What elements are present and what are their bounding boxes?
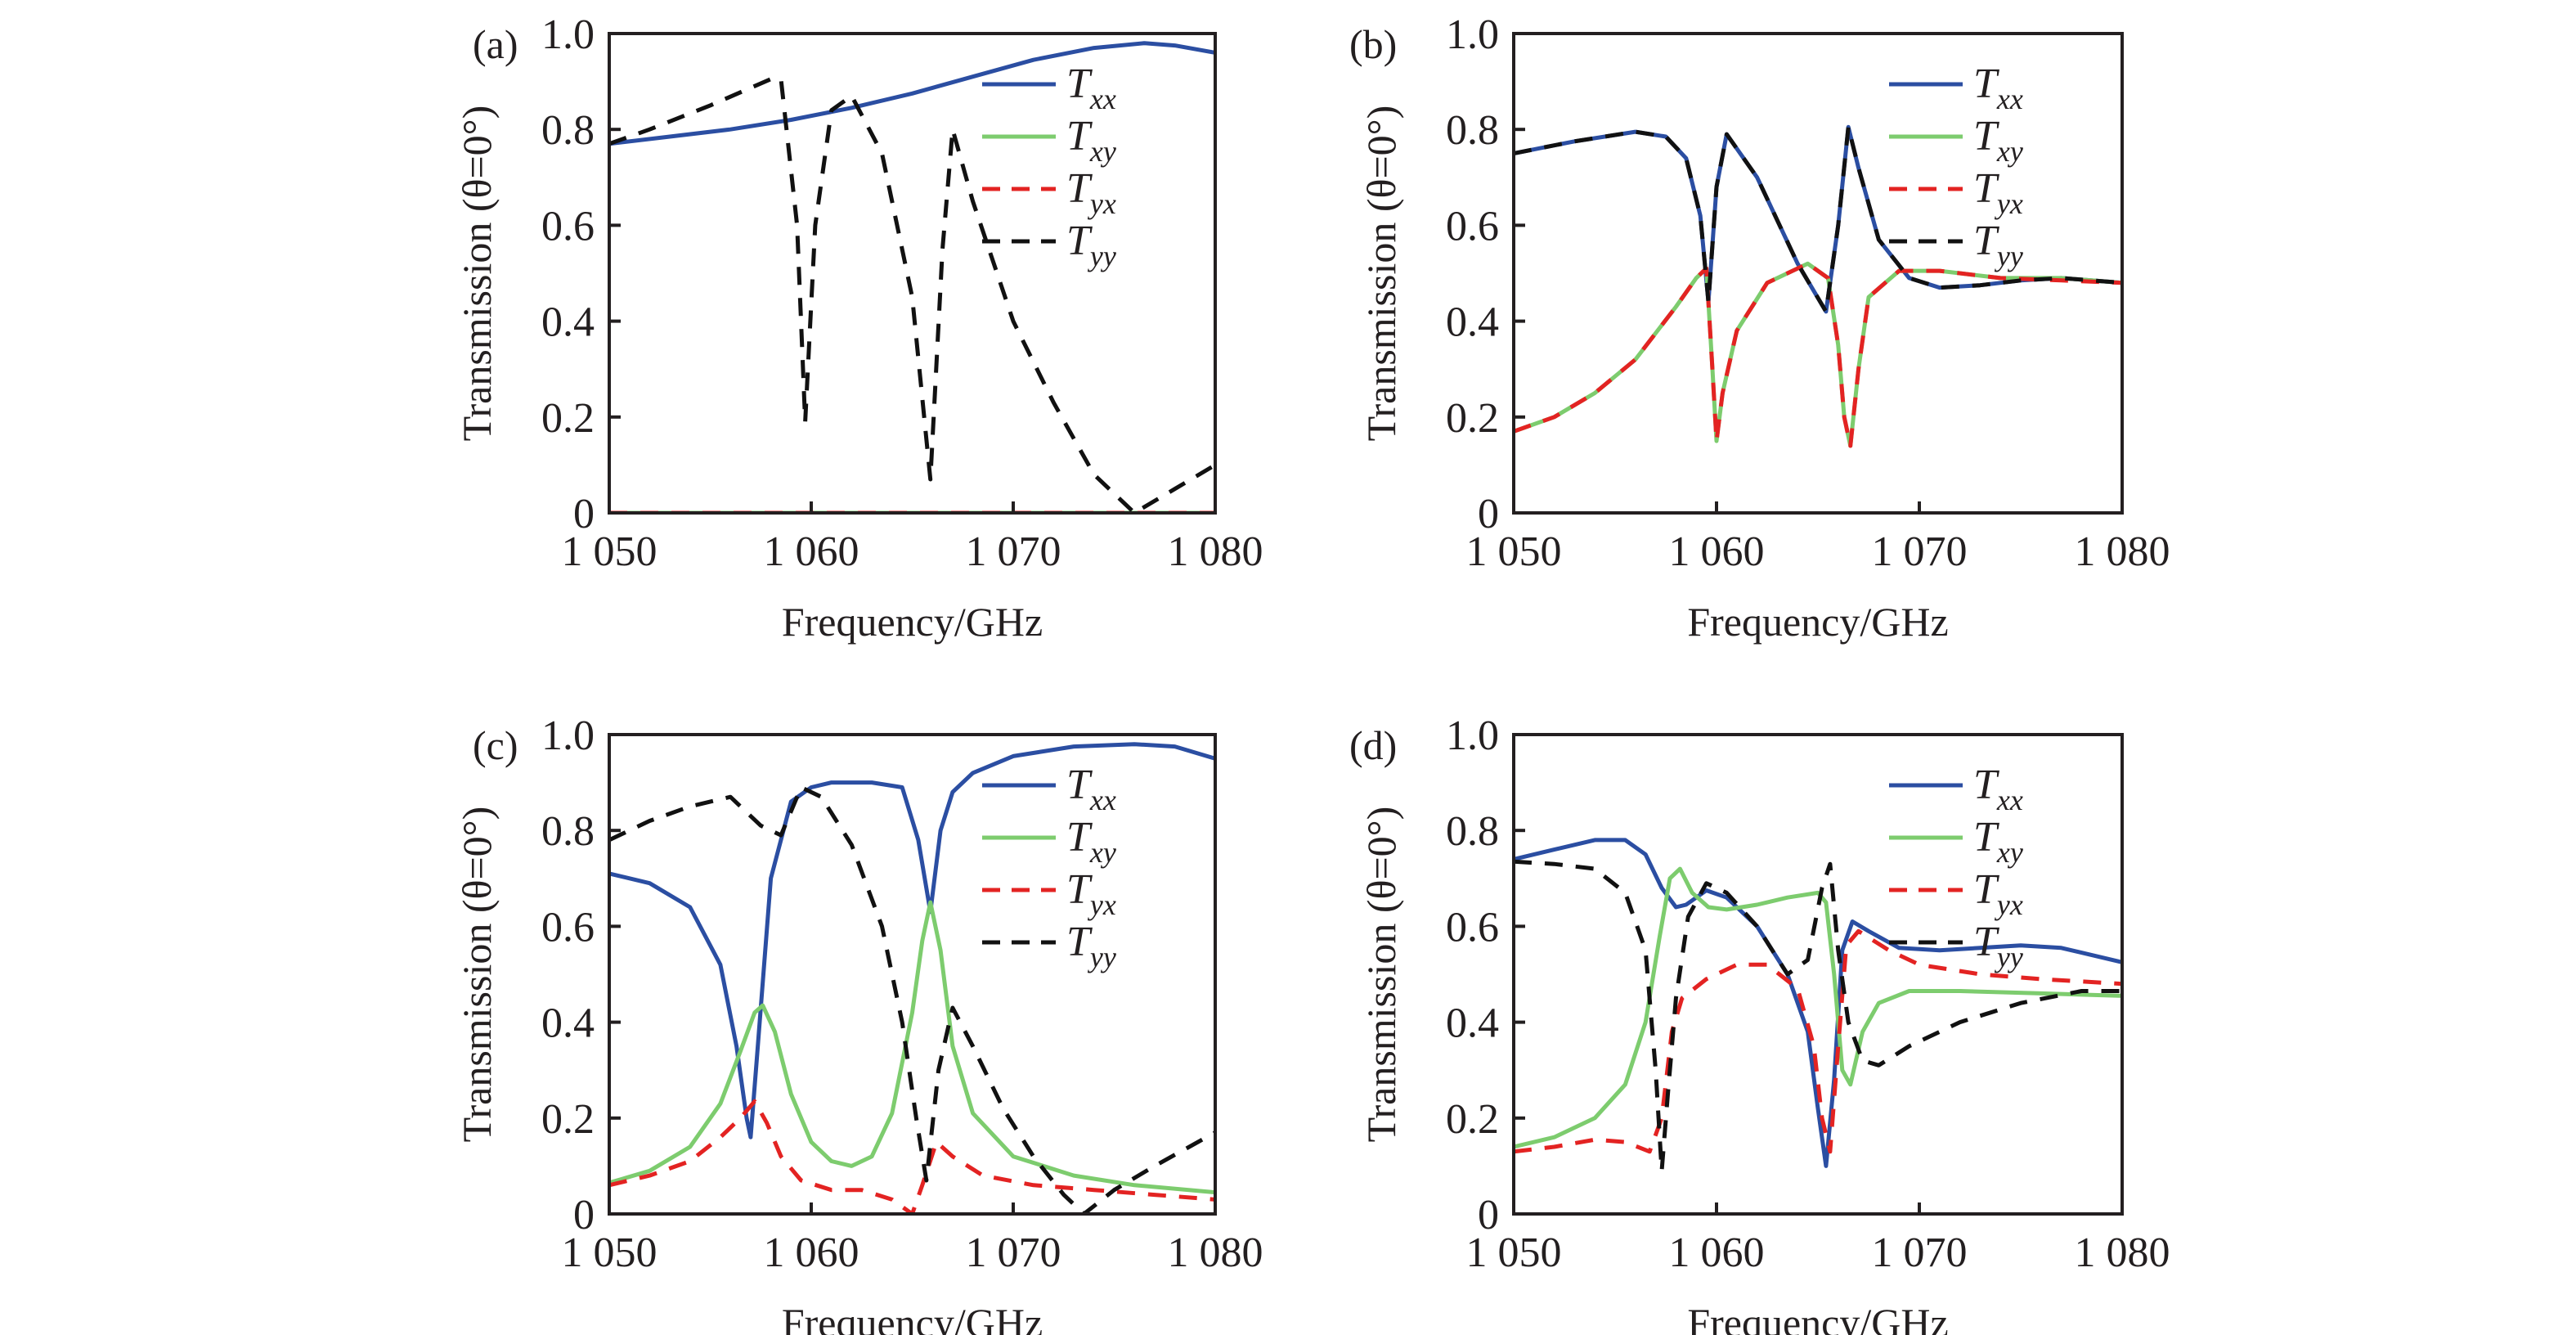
series-group [1514, 838, 2122, 1173]
legend-label-txy: Txy [1066, 113, 1116, 168]
x-axis-title: Frequency/GHz [782, 599, 1043, 645]
x-tick-label: 1 050 [1466, 1229, 1562, 1276]
x-tick-label: 1 060 [764, 528, 859, 575]
y-tick-label: 0.4 [1446, 1000, 1499, 1047]
series-group [609, 41, 1215, 513]
x-axis-title: Frequency/GHz [782, 1300, 1043, 1335]
legend-label-txy: Txy [1973, 814, 2023, 869]
series-line-tyy [609, 77, 1215, 513]
x-tick-label: 1 050 [562, 1229, 657, 1276]
x-tick-label: 1 060 [764, 1229, 859, 1276]
x-tick-label: 1 070 [966, 528, 1061, 575]
y-tick-label: 0.8 [541, 107, 595, 154]
y-tick-label: 0.4 [541, 299, 595, 346]
panel-label: (a) [473, 21, 518, 67]
y-tick-label: 1.0 [1446, 11, 1499, 58]
y-axis-title: Transmission (θ=0°) [1358, 807, 1404, 1143]
series-group [1514, 124, 2122, 448]
legend-label-txx: Txx [1066, 61, 1116, 115]
series-line-txx [609, 41, 1215, 146]
y-tick-label: 0 [1478, 1192, 1499, 1238]
x-tick-label: 1 070 [1872, 528, 1968, 575]
y-tick-label: 1.0 [1446, 712, 1499, 759]
x-tick-label: 1 080 [2075, 1229, 2170, 1276]
x-axis-title: Frequency/GHz [1687, 1300, 1948, 1335]
panel-c: 0 0.2 0.4 0.6 0.8 1.0 1 050 1 060 1 070 1 080 Freq… [454, 712, 1263, 1335]
series-line-txx [609, 742, 1215, 1139]
panel-label: (b) [1349, 21, 1397, 67]
y-tick-label: 0.2 [1446, 1096, 1499, 1143]
legend-label-tyx: Tyx [1973, 866, 2023, 921]
x-tick-label: 1 060 [1669, 528, 1765, 575]
legend-label-txx: Txx [1066, 762, 1116, 816]
series-line-tyx [1514, 261, 2122, 448]
plot-frame [1512, 32, 2124, 515]
y-tick-label: 0.2 [1446, 395, 1499, 442]
series-line-txy [1514, 261, 2122, 448]
series-group [609, 742, 1215, 1214]
legend-label-txy: Txy [1066, 814, 1116, 869]
x-axis-title: Frequency/GHz [1687, 599, 1948, 645]
y-tick-label: 0.8 [541, 808, 595, 855]
y-tick-label: 0.6 [541, 203, 595, 249]
series-line-tyy [1514, 124, 2122, 314]
y-tick-label: 0.6 [1446, 904, 1499, 951]
y-tick-label: 0.4 [541, 1000, 595, 1047]
y-tick-label: 1.0 [541, 712, 595, 759]
y-axis-title: Transmission (θ=0°) [1358, 106, 1404, 442]
panel-d: 0 0.2 0.4 0.6 0.8 1.0 1 050 1 060 1 070 1 080 Freq… [1349, 712, 2170, 1335]
y-tick-label: 0.6 [541, 904, 595, 951]
panel-label: (c) [473, 722, 518, 768]
panel-a: 0 0.2 0.4 0.6 0.8 1.0 1 050 1 060 1 070 1 080 Freq… [454, 11, 1263, 645]
x-tick-label: 1 080 [1168, 528, 1263, 575]
series-line-txx [1514, 124, 2122, 314]
x-tick-label: 1 050 [1466, 528, 1562, 575]
y-tick-label: 0.2 [541, 395, 595, 442]
y-tick-label: 0.8 [1446, 107, 1499, 154]
series-line-tyy [609, 785, 1215, 1214]
series-line-tyy [1514, 859, 2122, 1173]
legend-label-tyx: Tyx [1973, 165, 2023, 220]
y-tick-label: 0.2 [541, 1096, 595, 1143]
legend-label-tyy: Tyy [1066, 919, 1116, 973]
y-tick-label: 0.6 [1446, 203, 1499, 249]
y-axis-title: Transmission (θ=0°) [454, 106, 500, 442]
x-tick-label: 1 060 [1669, 1229, 1765, 1276]
plot-frame [608, 733, 1217, 1216]
legend-label-tyx: Tyx [1066, 866, 1116, 921]
legend-label-tyy: Tyy [1973, 218, 2023, 272]
x-tick-label: 1 080 [2075, 528, 2170, 575]
plot-frame [1512, 733, 2124, 1216]
y-tick-label: 0 [1478, 491, 1499, 537]
x-tick-label: 1 070 [966, 1229, 1061, 1276]
panel-label: (d) [1349, 722, 1397, 768]
y-tick-label: 0 [573, 491, 595, 537]
legend-label-txx: Txx [1973, 762, 2023, 816]
y-axis-title: Transmission (θ=0°) [454, 807, 500, 1143]
x-tick-label: 1 070 [1872, 1229, 1968, 1276]
legend-label-tyy: Tyy [1973, 919, 2023, 973]
legend-label-txy: Txy [1973, 113, 2023, 168]
series-line-txy [1514, 866, 2122, 1149]
x-tick-label: 1 080 [1168, 1229, 1263, 1276]
series-line-tyx [609, 1099, 1215, 1214]
panel-b: 0 0.2 0.4 0.6 0.8 1.0 1 050 1 060 1 070 1 080 Freq… [1349, 11, 2170, 645]
series-line-txx [1514, 838, 2122, 1168]
legend-label-txx: Txx [1973, 61, 2023, 115]
legend-label-tyy: Tyy [1066, 218, 1116, 272]
y-tick-label: 1.0 [541, 11, 595, 58]
y-tick-label: 0.8 [1446, 808, 1499, 855]
y-tick-label: 0 [573, 1192, 595, 1238]
series-line-txy [609, 900, 1215, 1195]
series-line-tyx [1514, 928, 2122, 1154]
legend-label-tyx: Tyx [1066, 165, 1116, 220]
plot-frame [608, 32, 1217, 515]
y-tick-label: 0.4 [1446, 299, 1499, 346]
x-tick-label: 1 050 [562, 528, 657, 575]
